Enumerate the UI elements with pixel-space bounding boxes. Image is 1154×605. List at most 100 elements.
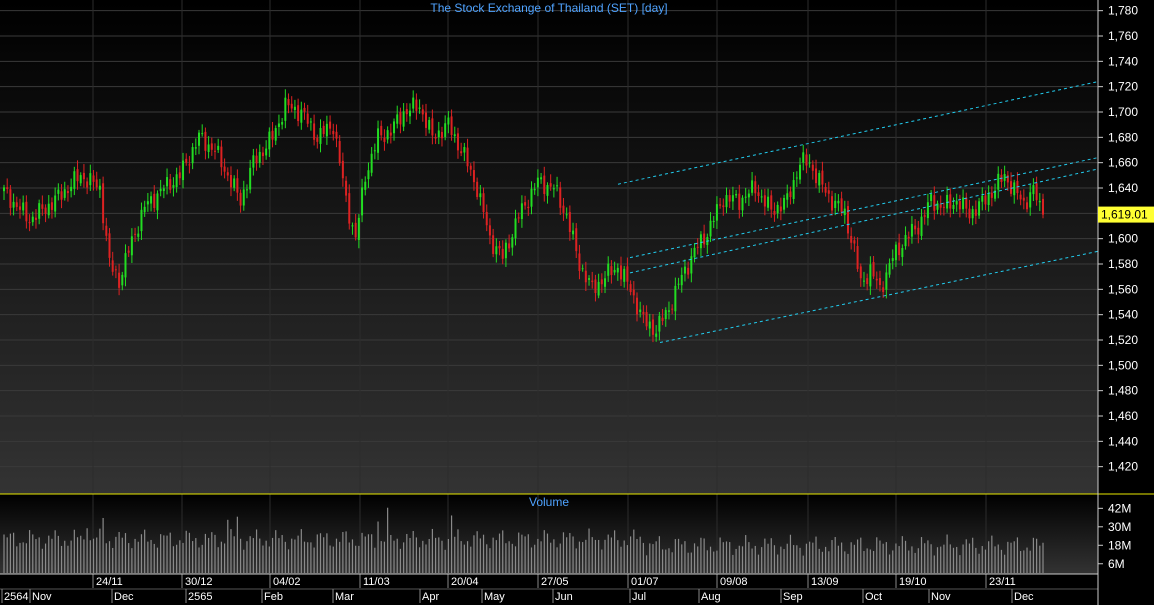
candle-body bbox=[543, 175, 546, 195]
candle-body bbox=[345, 180, 348, 196]
candle-body bbox=[779, 206, 782, 212]
candle-body bbox=[258, 151, 261, 163]
volume-title: Volume bbox=[529, 495, 569, 509]
candle-body bbox=[818, 173, 821, 186]
candle-body bbox=[981, 195, 984, 202]
candle-body bbox=[709, 220, 712, 237]
candle-body bbox=[341, 160, 344, 179]
candle-body bbox=[12, 201, 15, 208]
y-tick-label: 1,440 bbox=[1108, 434, 1138, 448]
candle-body bbox=[79, 175, 82, 184]
candle-body bbox=[444, 123, 447, 137]
candle-body bbox=[891, 258, 894, 261]
candle-body bbox=[492, 235, 495, 254]
candle-body bbox=[664, 310, 667, 320]
candle-body bbox=[811, 164, 814, 171]
candle-body bbox=[290, 103, 293, 109]
candle-body bbox=[1026, 202, 1029, 210]
y-tick-label: 1,760 bbox=[1108, 29, 1138, 43]
candle-body bbox=[514, 218, 517, 239]
candle-body bbox=[651, 319, 654, 335]
candle-body bbox=[242, 189, 245, 206]
candle-body bbox=[453, 134, 456, 137]
candle-body bbox=[130, 236, 133, 256]
candle-body bbox=[501, 248, 504, 259]
candle-body bbox=[348, 193, 351, 224]
candle-body bbox=[172, 185, 175, 188]
month-label: Dec bbox=[114, 591, 134, 603]
candle-body bbox=[140, 209, 143, 232]
candle-body bbox=[412, 97, 415, 109]
y-tick-label: 1,520 bbox=[1108, 333, 1138, 347]
candle-body bbox=[632, 289, 635, 296]
month-label: Feb bbox=[264, 591, 283, 603]
candle-body bbox=[367, 170, 370, 180]
candle-body bbox=[527, 206, 530, 209]
candle-body bbox=[994, 190, 997, 199]
candle-body bbox=[124, 253, 127, 278]
candle-body bbox=[373, 150, 376, 152]
candle-body bbox=[44, 207, 47, 214]
week-label: 20/04 bbox=[451, 576, 479, 588]
candle-body bbox=[284, 97, 287, 121]
candle-body bbox=[15, 202, 18, 207]
candle-body bbox=[98, 185, 101, 190]
candle-body bbox=[335, 131, 338, 139]
candle-body bbox=[533, 188, 536, 191]
candle-body bbox=[143, 206, 146, 213]
candle-body bbox=[952, 204, 955, 210]
candle-body bbox=[607, 263, 610, 276]
month-label: 2564 bbox=[4, 591, 28, 603]
candle-body bbox=[252, 155, 255, 168]
candle-body bbox=[559, 187, 562, 208]
candle-body bbox=[939, 204, 942, 208]
candle-body bbox=[220, 146, 223, 168]
candle-body bbox=[856, 246, 859, 269]
candle-body bbox=[146, 201, 149, 205]
candle-body bbox=[82, 172, 85, 180]
candle-body bbox=[316, 137, 319, 142]
candle-body bbox=[584, 270, 587, 283]
candle-body bbox=[277, 123, 280, 127]
candle-body bbox=[402, 111, 405, 127]
candle-body bbox=[377, 128, 380, 153]
candle-body bbox=[572, 230, 575, 235]
candle-body bbox=[866, 278, 869, 284]
candle-body bbox=[424, 112, 427, 128]
candle-body bbox=[31, 216, 34, 223]
candle-body bbox=[965, 197, 968, 209]
candle-body bbox=[25, 201, 28, 222]
candle-body bbox=[642, 311, 645, 315]
month-label: Aug bbox=[701, 591, 721, 603]
axis-layer: 1,780 1,760 1,740 1,720 1,700 1,680 1,660 1,640… bbox=[0, 4, 1138, 603]
candle-body bbox=[824, 186, 827, 193]
candle-body bbox=[421, 109, 424, 115]
candle-body bbox=[370, 153, 373, 173]
candle-body bbox=[511, 237, 514, 248]
candle-body bbox=[639, 309, 642, 313]
y-tick-label: 1,480 bbox=[1108, 384, 1138, 398]
candle-body bbox=[153, 193, 156, 209]
candle-body bbox=[47, 203, 50, 216]
candle-body bbox=[549, 183, 552, 187]
candle-body bbox=[399, 112, 402, 125]
volume-tick-label: 6M bbox=[1108, 557, 1125, 571]
candle-body bbox=[610, 266, 613, 275]
month-label: Jul bbox=[632, 591, 646, 603]
candle-body bbox=[351, 225, 354, 227]
candle-body bbox=[696, 246, 699, 248]
candle-body bbox=[134, 233, 137, 235]
candle-body bbox=[114, 269, 117, 271]
week-label: 04/02 bbox=[273, 576, 301, 588]
candle-body bbox=[626, 266, 629, 282]
candle-body bbox=[530, 188, 533, 207]
candle-body bbox=[831, 196, 834, 211]
trend-channels bbox=[617, 81, 1099, 344]
candle-body bbox=[667, 310, 670, 312]
month-label: Apr bbox=[422, 591, 439, 603]
candle-body bbox=[949, 194, 952, 209]
candle-body bbox=[213, 150, 216, 152]
candle-body bbox=[3, 187, 5, 192]
volume-bars bbox=[3, 507, 1044, 573]
candle-body bbox=[984, 195, 987, 205]
